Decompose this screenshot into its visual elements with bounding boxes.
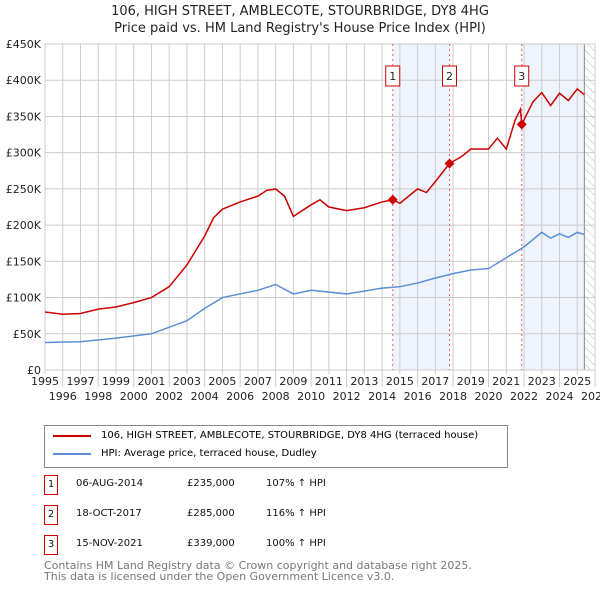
x-tick-label: 1996	[49, 390, 77, 403]
y-tick-label: £200K	[6, 219, 42, 232]
y-tick-label: £100K	[6, 292, 42, 305]
y-tick-label: £250K	[6, 183, 42, 196]
x-tick-label: 2026	[581, 390, 600, 403]
chart-title: 106, HIGH STREET, AMBLECOTE, STOURBRIDGE…	[111, 4, 489, 19]
sale-point	[444, 158, 455, 169]
x-tick-label: 2018	[439, 390, 467, 403]
x-tick-label: 2022	[510, 390, 538, 403]
x-tick-label: 2020	[475, 390, 503, 403]
y-tick-label: £50K	[13, 328, 42, 341]
x-tick-label: 1997	[66, 375, 94, 388]
x-tick-label: 2016	[404, 390, 432, 403]
chart-subtitle: Price paid vs. HM Land Registry's House …	[114, 21, 486, 36]
x-tick-label: 2017	[421, 375, 449, 388]
transaction-price: £285,000	[187, 508, 235, 519]
x-tick-label: 2006	[226, 390, 254, 403]
y-tick-label: £450K	[6, 38, 42, 51]
x-tick-label: 2012	[333, 390, 361, 403]
transaction-price: £235,000	[187, 478, 235, 489]
transaction-hpi: 116% ↑ HPI	[266, 508, 326, 519]
legend-red-label: 106, HIGH STREET, AMBLECOTE, STOURBRIDGE…	[101, 430, 479, 441]
sale-label-box	[385, 65, 401, 87]
sale-label-box	[514, 65, 530, 87]
legend-red-swatch	[53, 434, 91, 437]
legend: 106, HIGH STREET, AMBLECOTE, STOURBRIDGE…	[44, 425, 508, 468]
x-tick-label: 2009	[279, 375, 307, 388]
x-tick-label: 2001	[137, 375, 165, 388]
x-tick-label: 2019	[457, 375, 485, 388]
footer-line-2: This data is licensed under the Open Gov…	[44, 570, 395, 583]
transaction-date: 18-OCT-2017	[76, 508, 142, 519]
transaction-number: 3	[44, 535, 58, 555]
legend-blue-label: HPI: Average price, terraced house, Dudl…	[101, 448, 317, 459]
sale-label: 3	[518, 70, 525, 83]
transaction-number: 1	[44, 475, 58, 495]
x-tick-label: 2013	[350, 375, 378, 388]
x-tick-label: 2011	[315, 375, 343, 388]
x-tick-label: 2003	[173, 375, 201, 388]
shaded-band	[521, 44, 585, 370]
x-tick-label: 2021	[492, 375, 520, 388]
sale-label: 2	[446, 70, 453, 83]
transaction-hpi: 100% ↑ HPI	[266, 538, 326, 549]
x-tick-label: 2023	[528, 375, 556, 388]
x-tick-label: 1995	[31, 375, 59, 388]
x-tick-label: 2000	[120, 390, 148, 403]
y-tick-label: £400K	[6, 74, 42, 87]
footer-line-1: Contains HM Land Registry data © Crown c…	[44, 559, 472, 572]
footer: Contains HM Land Registry data © Crown c…	[44, 560, 472, 582]
transaction-date: 15-NOV-2021	[76, 538, 143, 549]
x-tick-label: 2007	[244, 375, 272, 388]
x-tick-label: 1999	[102, 375, 130, 388]
x-tick-label: 1998	[84, 390, 112, 403]
x-tick-label: 2005	[208, 375, 236, 388]
transaction-hpi: 107% ↑ HPI	[266, 478, 326, 489]
y-tick-label: £300K	[6, 147, 42, 160]
y-tick-label: £150K	[6, 255, 42, 268]
sale-point	[387, 194, 398, 205]
plot-border	[44, 43, 596, 371]
transaction-date: 06-AUG-2014	[76, 478, 144, 489]
sale-label-box	[442, 65, 458, 87]
x-tick-label: 2024	[546, 390, 574, 403]
transaction-number: 2	[44, 505, 58, 525]
series-line	[44, 231, 585, 344]
legend-blue-swatch	[53, 452, 91, 455]
sale-label: 1	[389, 70, 396, 83]
x-tick-label: 2010	[297, 390, 325, 403]
x-tick-label: 2004	[191, 390, 219, 403]
plot-area: £0 £50K £100K £150K £200K £250K £300K £350K £400…	[6, 38, 600, 403]
series-line	[44, 87, 585, 315]
x-tick-label: 2002	[155, 390, 183, 403]
future-hatch	[584, 44, 595, 370]
sale-point	[516, 119, 527, 130]
x-tick-label: 2025	[563, 375, 591, 388]
y-tick-label: £350K	[6, 110, 42, 123]
x-tick-label: 2015	[386, 375, 414, 388]
x-tick-label: 2014	[368, 390, 396, 403]
y-tick-label: £0	[27, 364, 41, 377]
shaded-band	[392, 44, 450, 370]
x-tick-label: 2008	[262, 390, 290, 403]
transaction-price: £339,000	[187, 538, 235, 549]
